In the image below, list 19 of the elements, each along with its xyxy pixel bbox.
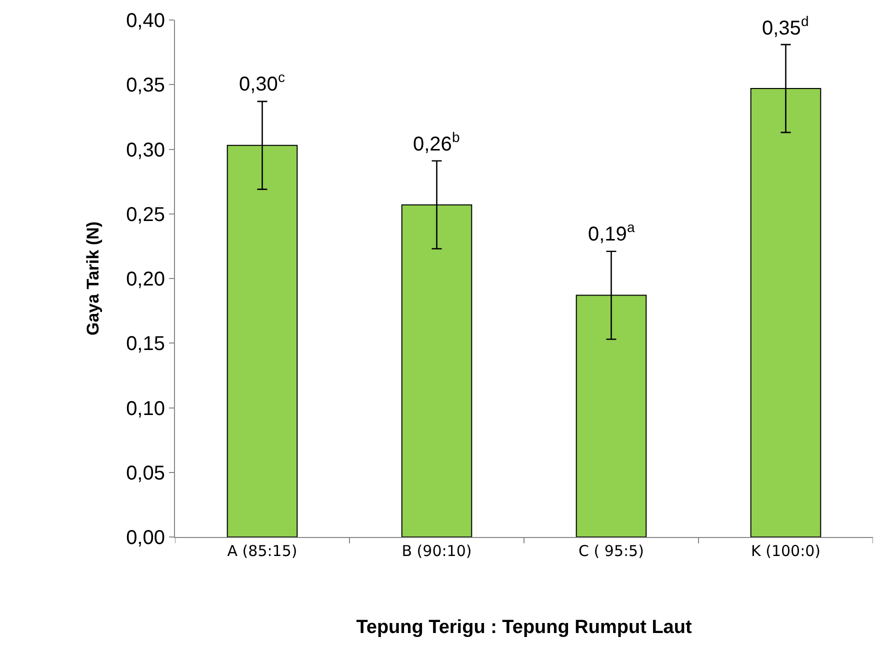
data-label: 0,35$^{d}$ <box>762 13 809 40</box>
data-label: 0,30$^{c}$ <box>239 69 285 96</box>
x-tick-label: K (100:0) <box>750 542 821 560</box>
y-tick-label: 0,20 <box>126 268 165 290</box>
x-tick-label: C ( 95:5) <box>578 542 644 560</box>
y-tick-label: 0,10 <box>126 398 165 420</box>
y-tick-label: 0,05 <box>126 462 165 484</box>
y-tick-label: 0,30 <box>126 139 165 162</box>
y-tick-label: 0,15 <box>126 333 165 356</box>
y-tick-label: 0,40 <box>126 10 165 32</box>
x-tick-label: B (90:10) <box>402 542 472 560</box>
y-tick-label: 0,25 <box>126 204 165 226</box>
data-label: 0,26$^{b}$ <box>413 129 460 156</box>
y-tick-label: 0,35 <box>126 74 165 97</box>
y-tick-label: 0,00 <box>126 527 165 549</box>
data-label: 0,19$^{a}$ <box>588 219 635 246</box>
x-axis-title: Tepung Terigu : Tepung Rumput Laut <box>356 616 692 638</box>
y-axis-title: Gaya Tarik (N) <box>84 221 103 336</box>
x-tick-label: A (85:15) <box>227 542 298 560</box>
